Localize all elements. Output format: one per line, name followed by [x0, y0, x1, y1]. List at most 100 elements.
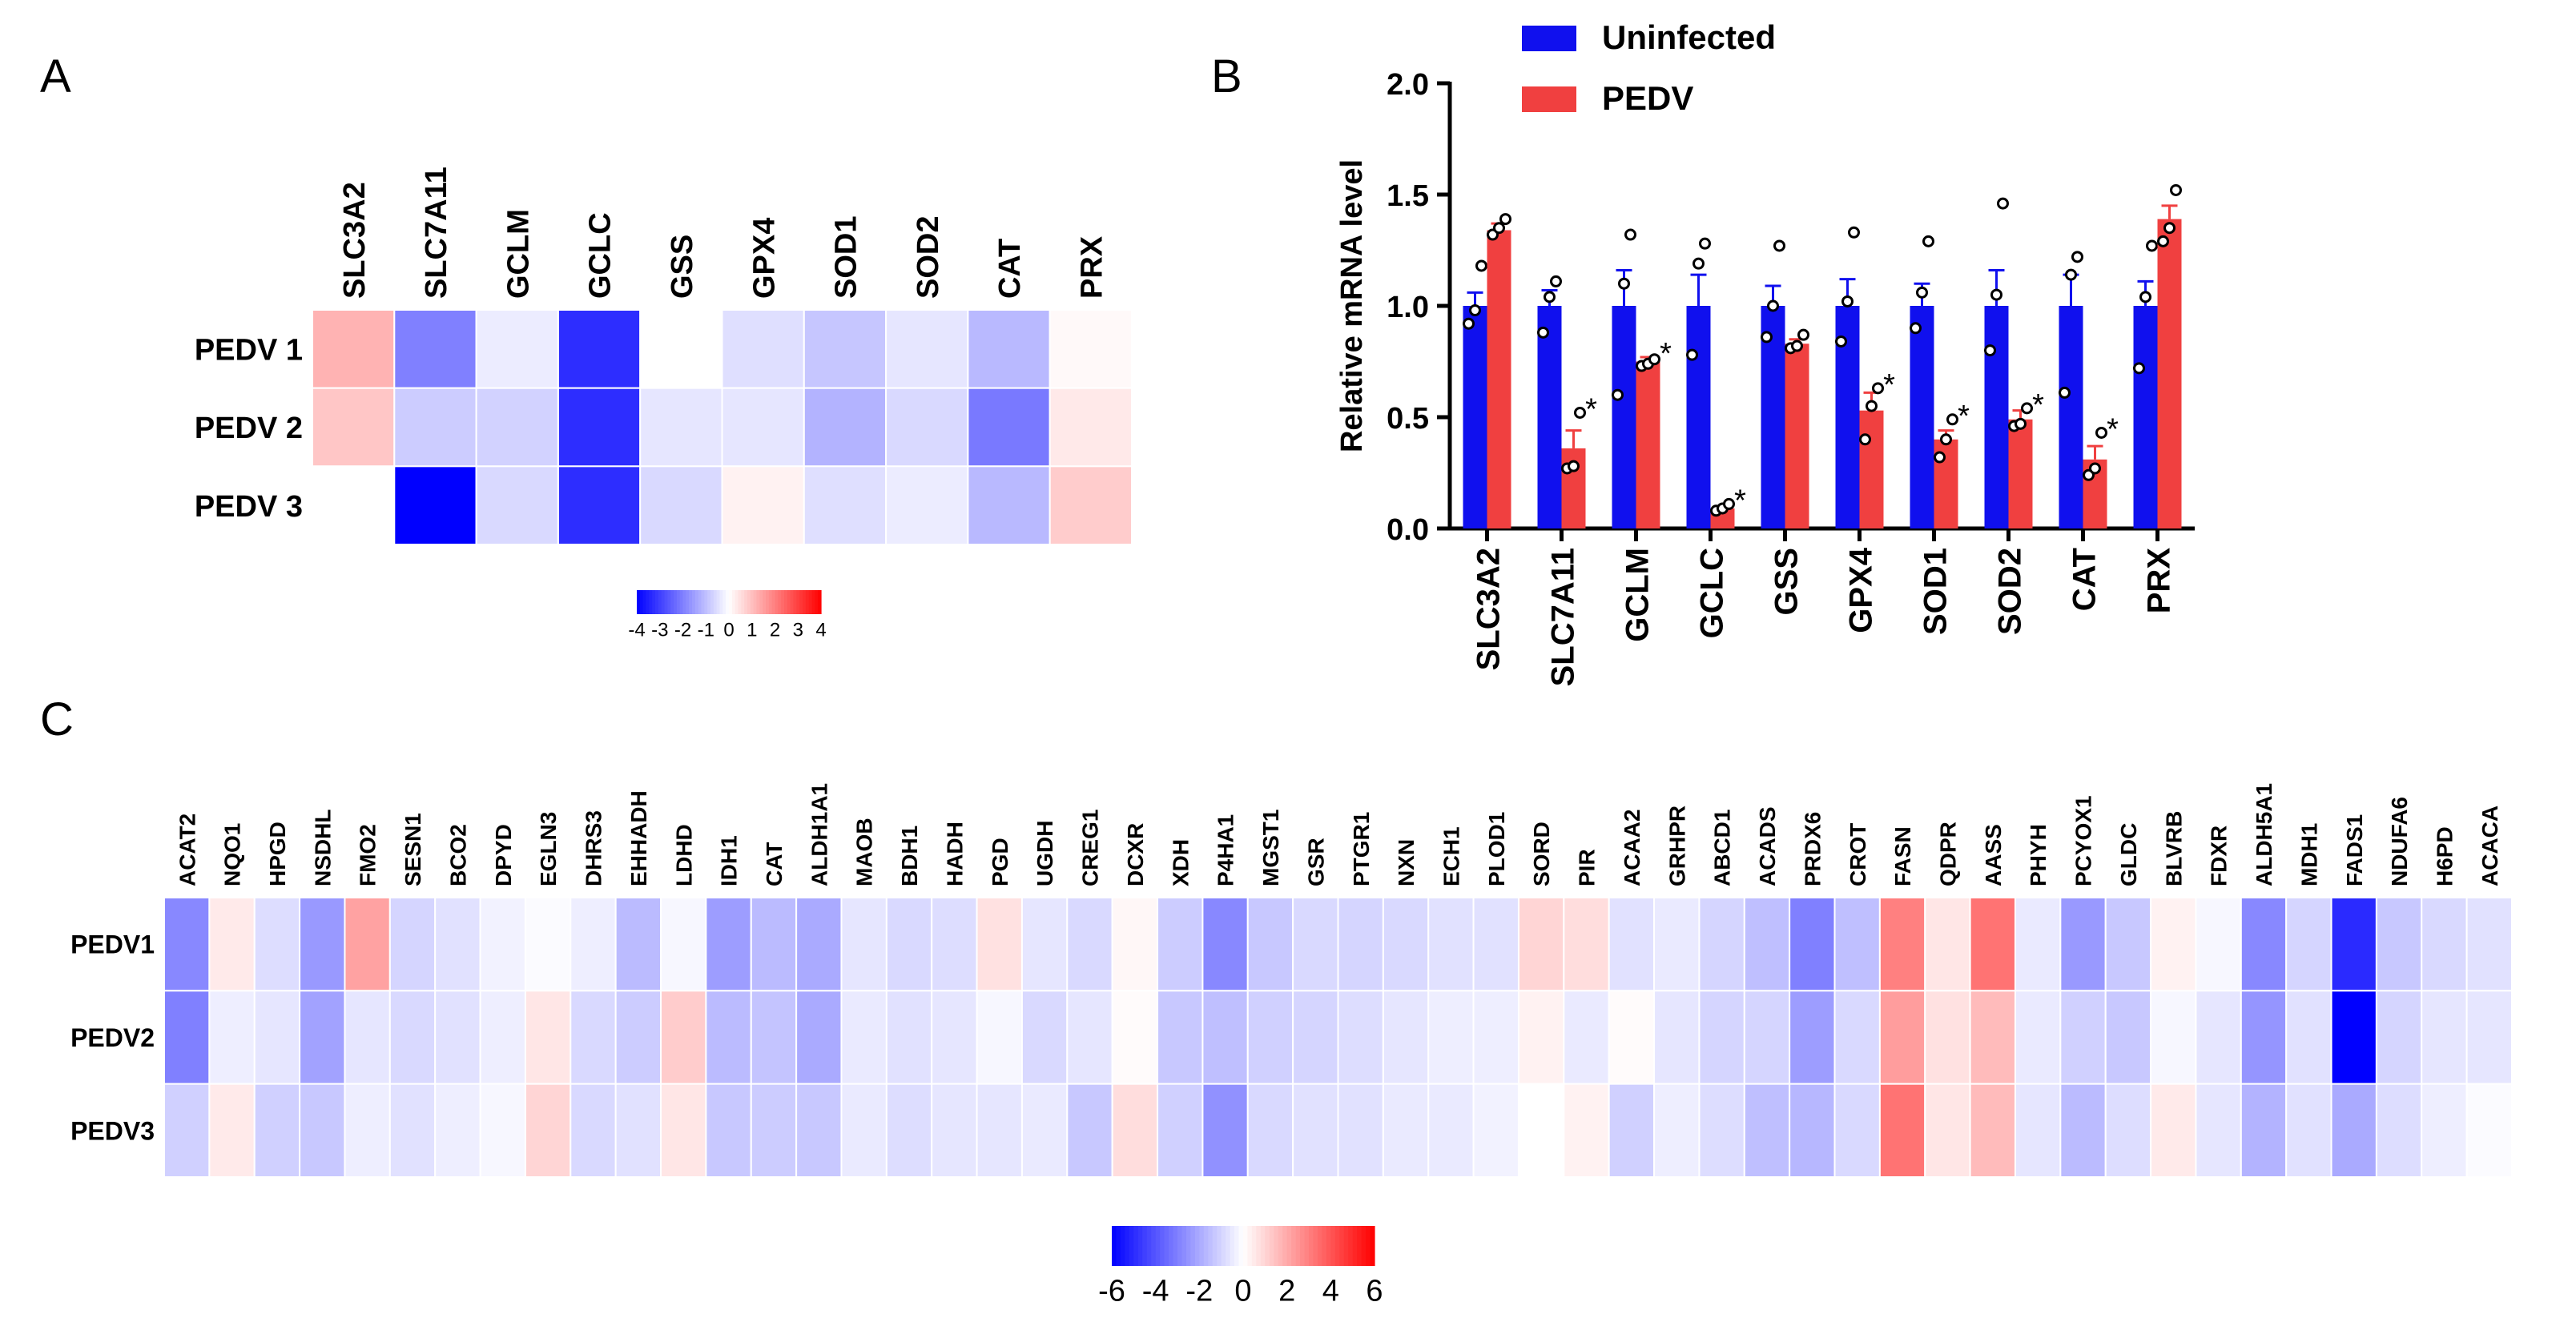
column-label: SORD — [1529, 822, 1554, 886]
heatmap-cell-pedv3-hadh — [931, 1083, 978, 1178]
significance-star: * — [1660, 337, 1672, 371]
column-label: GSR — [1303, 838, 1328, 886]
bar-uninfected-slc7a11 — [1537, 306, 1562, 528]
heatmap-cell-pedv2-crot — [1833, 990, 1881, 1085]
colorbar-swatch — [1334, 1226, 1340, 1266]
heatmap-cell-pedv3-gpx4 — [721, 465, 805, 545]
column-label: LDHD — [671, 824, 696, 886]
column-label: PGD — [988, 838, 1012, 886]
row-label: PEDV 3 — [195, 490, 303, 524]
heatmap-cell-pedv1-sesn1 — [388, 897, 437, 992]
heatmap-cell-pedv2-bco2 — [434, 990, 481, 1085]
heatmap-cell-pedv1-gclm — [475, 309, 559, 389]
colorbar-swatch — [1339, 1226, 1345, 1266]
data-point — [1946, 413, 1958, 426]
heatmap-cell-pedv2-cat — [750, 990, 798, 1085]
heatmap-cell-pedv2-abcd1 — [1698, 990, 1745, 1085]
heatmap-cell-pedv1-prdx6 — [1789, 897, 1836, 992]
colorbar-swatch — [805, 590, 810, 614]
y-tick-label: 0.5 — [1387, 402, 1429, 436]
heatmap-cell-pedv3-egln3 — [524, 1083, 572, 1178]
heatmap-cell-pedv2-p4ha1 — [1201, 990, 1249, 1085]
heatmap-cell-pedv2-nqo1 — [208, 990, 256, 1085]
heatmap-cell-pedv3-xdh — [1157, 1083, 1204, 1178]
column-label: CREG1 — [1078, 810, 1103, 886]
heatmap-cell-pedv2-xdh — [1157, 990, 1204, 1085]
heatmap-cell-pedv2-gclm — [475, 387, 559, 468]
significance-star: * — [1734, 484, 1746, 517]
data-point — [2095, 426, 2107, 439]
significance-star: * — [1585, 392, 1597, 426]
heatmap-cell-pedv2-ptgr1 — [1337, 990, 1384, 1085]
data-point — [1544, 291, 1556, 303]
heatmap-cell-pedv1-pgd — [976, 897, 1023, 992]
heatmap-cell-pedv2-dcxr — [1111, 990, 1159, 1085]
heatmap-cell-pedv1-sord — [1517, 897, 1565, 992]
heatmap-cell-pedv2-mdh1 — [2285, 990, 2332, 1085]
heatmap-cell-pedv2-sord — [1517, 990, 1565, 1085]
column-label: ACADS — [1755, 806, 1780, 886]
heatmap-cell-pedv1-idh1 — [705, 897, 752, 992]
heatmap-cell-pedv3-dpyd — [479, 1083, 526, 1178]
colorbar-swatch — [713, 590, 718, 614]
data-point — [1761, 331, 1773, 344]
colorbar-swatch — [1352, 1226, 1358, 1266]
colorbar-swatch — [756, 590, 760, 614]
heatmap-cell-pedv3-slc3a2 — [312, 465, 396, 545]
colorbar-swatch — [1133, 1226, 1139, 1266]
column-label: SOD1 — [830, 216, 863, 299]
heatmap-cell-pedv2-sod1 — [803, 387, 888, 468]
heatmap-cell-pedv2-acaa2 — [1608, 990, 1656, 1085]
heatmap-cell-pedv2-blvrb — [2150, 990, 2197, 1085]
heatmap-cell-pedv3-gldc — [2104, 1083, 2152, 1178]
colorbar-swatch — [686, 590, 690, 614]
column-label: QDPR — [1936, 822, 1961, 886]
heatmap-cell-pedv1-dhrs3 — [570, 897, 617, 992]
heatmap-c: PEDV1 PEDV2 PEDV3 ACAT2 NQO1 HPGD NSDHL FMO2 SES… — [70, 783, 2513, 1308]
heatmap-cell-pedv3-sesn1 — [388, 1083, 437, 1178]
colorbar-swatch — [1230, 1226, 1235, 1266]
colorbar-tick-label: -4 — [1142, 1275, 1169, 1308]
heatmap-cell-pedv1-ldhd — [660, 897, 707, 992]
heatmap-cell-pedv1-ugdh — [1020, 897, 1069, 992]
data-point — [1984, 344, 1996, 357]
heatmap-cell-pedv1-gldc — [2104, 897, 2152, 992]
column-label: GSS — [666, 235, 699, 299]
heatmap-cell-pedv1-xdh — [1157, 897, 1204, 992]
colorbar-swatch — [1348, 1226, 1354, 1266]
column-label: BLVRB — [2161, 811, 2186, 886]
heatmap-cell-pedv2-ugdh — [1020, 990, 1069, 1085]
colorbar-swatch — [1234, 1226, 1240, 1266]
legend-swatch-pedv — [1522, 86, 1576, 112]
heatmap-cell-pedv1-pcyox1 — [2059, 897, 2107, 992]
column-label: XDH — [1168, 839, 1193, 886]
bar-uninfected-gclm — [1612, 306, 1636, 528]
heatmap-cell-pedv3-ptgr1 — [1337, 1083, 1384, 1178]
column-label: GCLC — [584, 212, 618, 299]
heatmap-cell-pedv2-dpyd — [479, 990, 526, 1085]
heatmap-cell-pedv3-phyh — [2014, 1083, 2062, 1178]
colorbar-swatch — [771, 590, 776, 614]
column-label: ECH1 — [1439, 826, 1463, 886]
colorbar-swatch — [701, 590, 705, 614]
colorbar-swatch — [1221, 1226, 1226, 1266]
x-tick-label: SLC3A2 — [1471, 548, 1507, 670]
column-label: ALDH1A1 — [807, 783, 831, 886]
colorbar-swatch — [652, 590, 656, 614]
colorbar-swatch — [716, 590, 721, 614]
colorbar-swatch — [811, 590, 815, 614]
bar-uninfected-prx — [2133, 306, 2158, 528]
colorbar-swatch — [639, 590, 644, 614]
heatmap-cell-pedv3-hpgd — [253, 1083, 301, 1178]
data-point — [1550, 275, 1562, 287]
colorbar-swatch — [744, 590, 748, 614]
data-point — [1872, 382, 1884, 395]
heatmap-cell-pedv3-dhrs3 — [570, 1083, 617, 1178]
colorbar-swatch — [1300, 1226, 1306, 1266]
bar-uninfected-slc3a2 — [1463, 306, 1487, 528]
heatmap-cell-pedv3-prx — [1049, 465, 1133, 545]
heatmap-cell-pedv2-fasn — [1878, 990, 1926, 1085]
data-point — [1990, 288, 2002, 301]
column-label: GRHPR — [1664, 806, 1689, 886]
